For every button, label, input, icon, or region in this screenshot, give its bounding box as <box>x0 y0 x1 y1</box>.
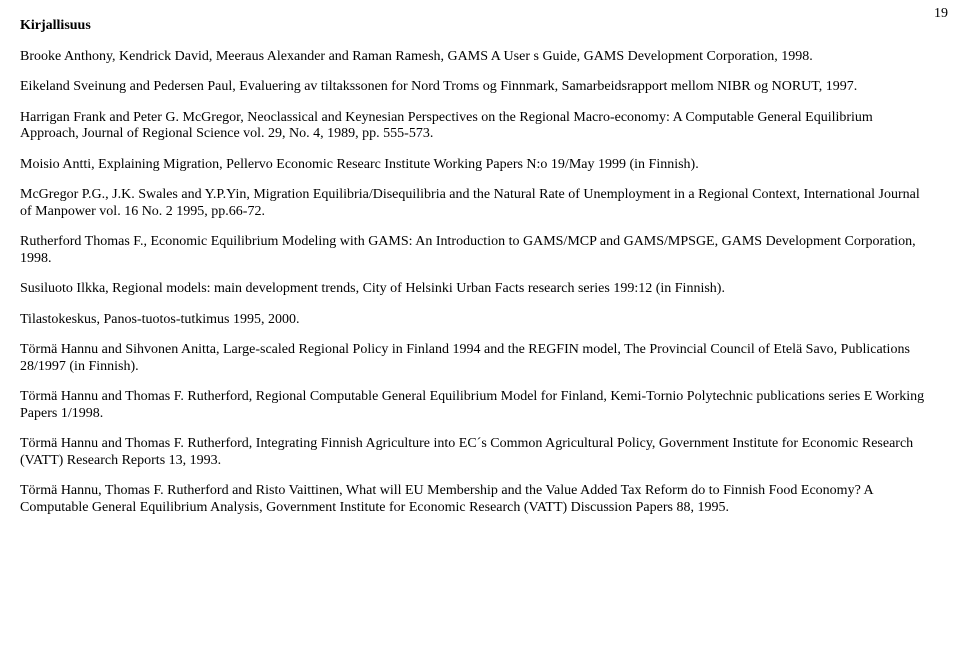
reference-entry: Törmä Hannu and Sihvonen Anitta, Large-s… <box>20 342 928 375</box>
reference-entry: Susiluoto Ilkka, Regional models: main d… <box>20 281 928 298</box>
reference-entry: Eikeland Sveinung and Pedersen Paul, Eva… <box>20 79 928 96</box>
reference-entry: Törmä Hannu and Thomas F. Rutherford, Re… <box>20 389 928 422</box>
reference-entry: Harrigan Frank and Peter G. McGregor, Ne… <box>20 110 928 143</box>
section-heading: Kirjallisuus <box>20 18 928 35</box>
reference-entry: Tilastokeskus, Panos-tuotos-tutkimus 199… <box>20 312 928 329</box>
reference-entry: McGregor P.G., J.K. Swales and Y.P.Yin, … <box>20 187 928 220</box>
document-page: 19 Kirjallisuus Brooke Anthony, Kendrick… <box>0 0 960 657</box>
reference-entry: Moisio Antti, Explaining Migration, Pell… <box>20 157 928 174</box>
reference-entry: Brooke Anthony, Kendrick David, Meeraus … <box>20 49 928 66</box>
page-number: 19 <box>934 6 948 23</box>
reference-entry: Rutherford Thomas F., Economic Equilibri… <box>20 234 928 267</box>
reference-entry: Törmä Hannu and Thomas F. Rutherford, In… <box>20 436 928 469</box>
reference-entry: Törmä Hannu, Thomas F. Rutherford and Ri… <box>20 483 928 516</box>
